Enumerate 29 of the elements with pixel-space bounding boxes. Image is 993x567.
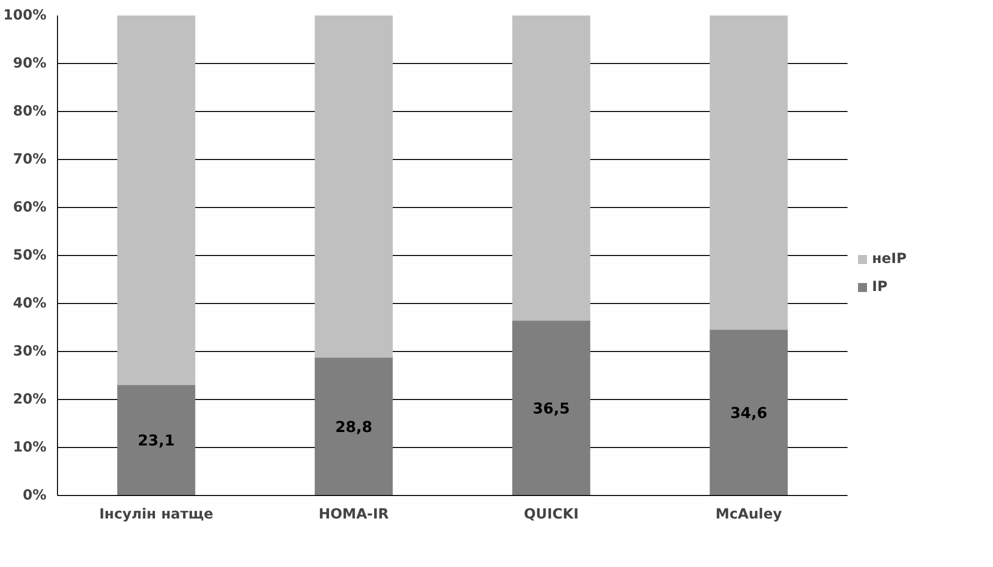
legend-label: ІР xyxy=(872,279,888,295)
y-tick-label: 40% xyxy=(12,296,47,312)
y-tick-label: 10% xyxy=(12,440,47,456)
y-tick-label: 80% xyxy=(12,104,47,120)
bar xyxy=(314,356,393,496)
x-tick-label: HOMA-IR xyxy=(318,506,390,522)
bar xyxy=(314,16,393,358)
bar xyxy=(117,384,196,496)
bar xyxy=(710,16,788,330)
y-tick-label: 30% xyxy=(12,344,47,360)
x-tick-label: Інсулін натще xyxy=(99,506,214,522)
y-tick-label: 90% xyxy=(12,56,47,72)
bar xyxy=(117,16,196,386)
data-label: 23,1 xyxy=(138,432,175,450)
y-tick-label: 50% xyxy=(12,248,47,264)
bar xyxy=(710,328,788,496)
y-tick-label: 20% xyxy=(12,392,47,408)
y-tick-label: 0% xyxy=(22,488,47,504)
bar xyxy=(512,16,590,321)
x-tick-label: McAuley xyxy=(716,506,782,522)
y-tick-label: 60% xyxy=(12,200,47,216)
y-tick-label: 100% xyxy=(3,8,47,24)
x-tick-label: QUICKI xyxy=(524,506,579,522)
legend-label: неІР xyxy=(872,251,908,267)
y-tick-label: 70% xyxy=(12,152,47,168)
data-label: 28,8 xyxy=(335,418,372,436)
data-label: 34,6 xyxy=(730,404,768,422)
bar xyxy=(512,320,590,496)
data-label: 36,5 xyxy=(532,399,570,418)
